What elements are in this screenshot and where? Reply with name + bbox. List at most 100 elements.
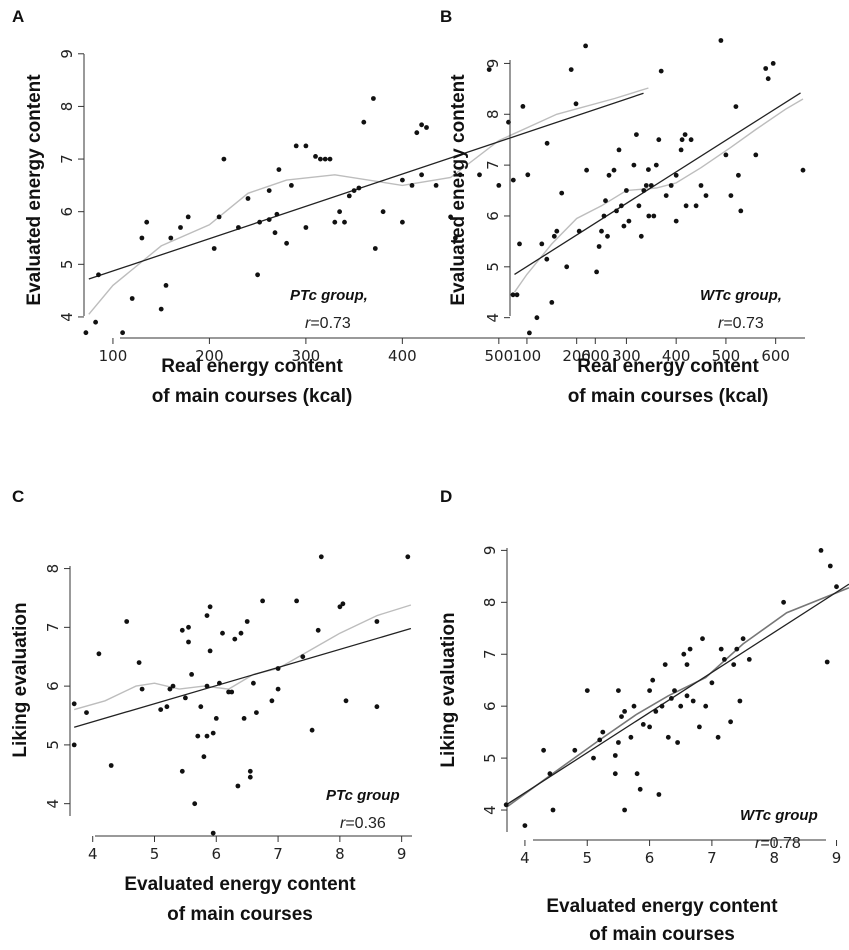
data-point xyxy=(433,183,439,188)
data-point xyxy=(614,208,619,214)
x-tick-label: 100 xyxy=(99,347,128,365)
data-point xyxy=(573,101,579,107)
data-point xyxy=(606,172,612,178)
data-point xyxy=(631,703,637,709)
data-point xyxy=(272,230,278,236)
data-point xyxy=(238,630,244,636)
y-tick-label: 8 xyxy=(481,598,499,608)
data-point xyxy=(496,183,502,188)
data-point xyxy=(266,217,272,223)
y-tick-label: 9 xyxy=(484,59,502,69)
data-point xyxy=(120,330,125,336)
data-point xyxy=(628,734,634,740)
x-tick-label: 600 xyxy=(581,347,610,365)
correlation-value: =0.73 xyxy=(723,315,764,332)
x-tick-label: 9 xyxy=(397,845,407,863)
y-tick-label: 6 xyxy=(44,681,62,691)
y-tick-label: 9 xyxy=(481,546,499,556)
data-point xyxy=(622,807,627,813)
y-axis-title: Evaluated energy content xyxy=(24,74,45,306)
x-axis-title: Real energy content xyxy=(577,356,759,377)
data-point xyxy=(709,680,715,686)
data-point xyxy=(210,830,216,836)
data-point xyxy=(322,156,328,162)
data-point xyxy=(541,747,546,753)
data-point xyxy=(616,740,621,745)
data-point xyxy=(672,688,677,693)
data-point xyxy=(93,319,98,325)
x-tick-label: 4 xyxy=(88,845,98,863)
y-tick-label: 5 xyxy=(481,753,499,763)
data-point xyxy=(167,686,173,692)
data-point xyxy=(534,315,540,321)
x-tick-label: 4 xyxy=(520,849,530,867)
data-point xyxy=(220,630,225,636)
panel-a: A 100 200 300 400 500 600 4 5 6 7 8 9 Real energy con… xyxy=(12,7,651,407)
data-point xyxy=(164,704,170,710)
data-point xyxy=(687,646,693,652)
data-point xyxy=(244,619,250,624)
data-point xyxy=(596,244,602,249)
data-point xyxy=(675,740,680,745)
data-point xyxy=(232,636,238,642)
y-tick-label: 4 xyxy=(44,799,62,809)
data-point xyxy=(235,783,241,789)
data-point xyxy=(781,599,786,605)
data-point xyxy=(679,137,685,143)
data-point xyxy=(517,241,522,247)
correlation-label: r=0.73 xyxy=(305,315,351,332)
x-axis-title: Evaluated energy content xyxy=(546,896,778,917)
data-point xyxy=(653,162,659,168)
data-point xyxy=(681,651,687,657)
data-point xyxy=(703,193,709,199)
data-point xyxy=(599,228,604,234)
data-point xyxy=(327,156,333,162)
data-point xyxy=(658,68,664,74)
data-point xyxy=(650,677,656,683)
group-label: PTc group xyxy=(326,787,400,804)
data-point xyxy=(139,686,145,692)
data-point xyxy=(96,651,102,657)
data-point xyxy=(136,660,142,665)
data-point xyxy=(638,233,644,239)
panel-letter: B xyxy=(440,7,452,26)
data-point xyxy=(770,61,776,66)
data-point xyxy=(419,172,424,178)
x-tick-label: 6 xyxy=(645,849,655,867)
data-point xyxy=(340,601,346,607)
data-point xyxy=(522,823,528,828)
y-axis-title: Liking evaluation xyxy=(10,602,31,757)
data-point xyxy=(195,733,201,739)
y-tick-label: 4 xyxy=(481,805,499,815)
panel-letter: A xyxy=(12,7,24,26)
y-tick-label: 7 xyxy=(484,160,502,170)
correlation-label: r=0.78 xyxy=(755,835,801,852)
data-point xyxy=(83,330,89,336)
data-point xyxy=(318,156,323,162)
x-tick-label: 8 xyxy=(769,849,779,867)
data-point xyxy=(251,680,256,686)
data-point xyxy=(351,188,357,194)
data-point xyxy=(740,636,746,642)
data-point xyxy=(158,306,164,312)
data-point xyxy=(453,235,458,241)
y-tick-label: 7 xyxy=(58,154,76,164)
data-point xyxy=(698,183,704,188)
data-point xyxy=(247,774,253,780)
x-tick-label: 200 xyxy=(195,347,224,365)
data-point xyxy=(544,140,550,146)
data-point xyxy=(647,688,652,693)
data-point xyxy=(207,648,213,654)
x-tick-label: 7 xyxy=(273,845,283,863)
data-point xyxy=(612,753,618,758)
data-point xyxy=(651,213,657,219)
data-point xyxy=(559,190,565,196)
correlation-symbol: r xyxy=(340,815,346,832)
data-point xyxy=(684,693,690,699)
data-point xyxy=(640,722,646,727)
data-point xyxy=(124,619,130,624)
data-point xyxy=(631,162,637,168)
data-point xyxy=(245,196,251,201)
data-point xyxy=(255,272,260,278)
